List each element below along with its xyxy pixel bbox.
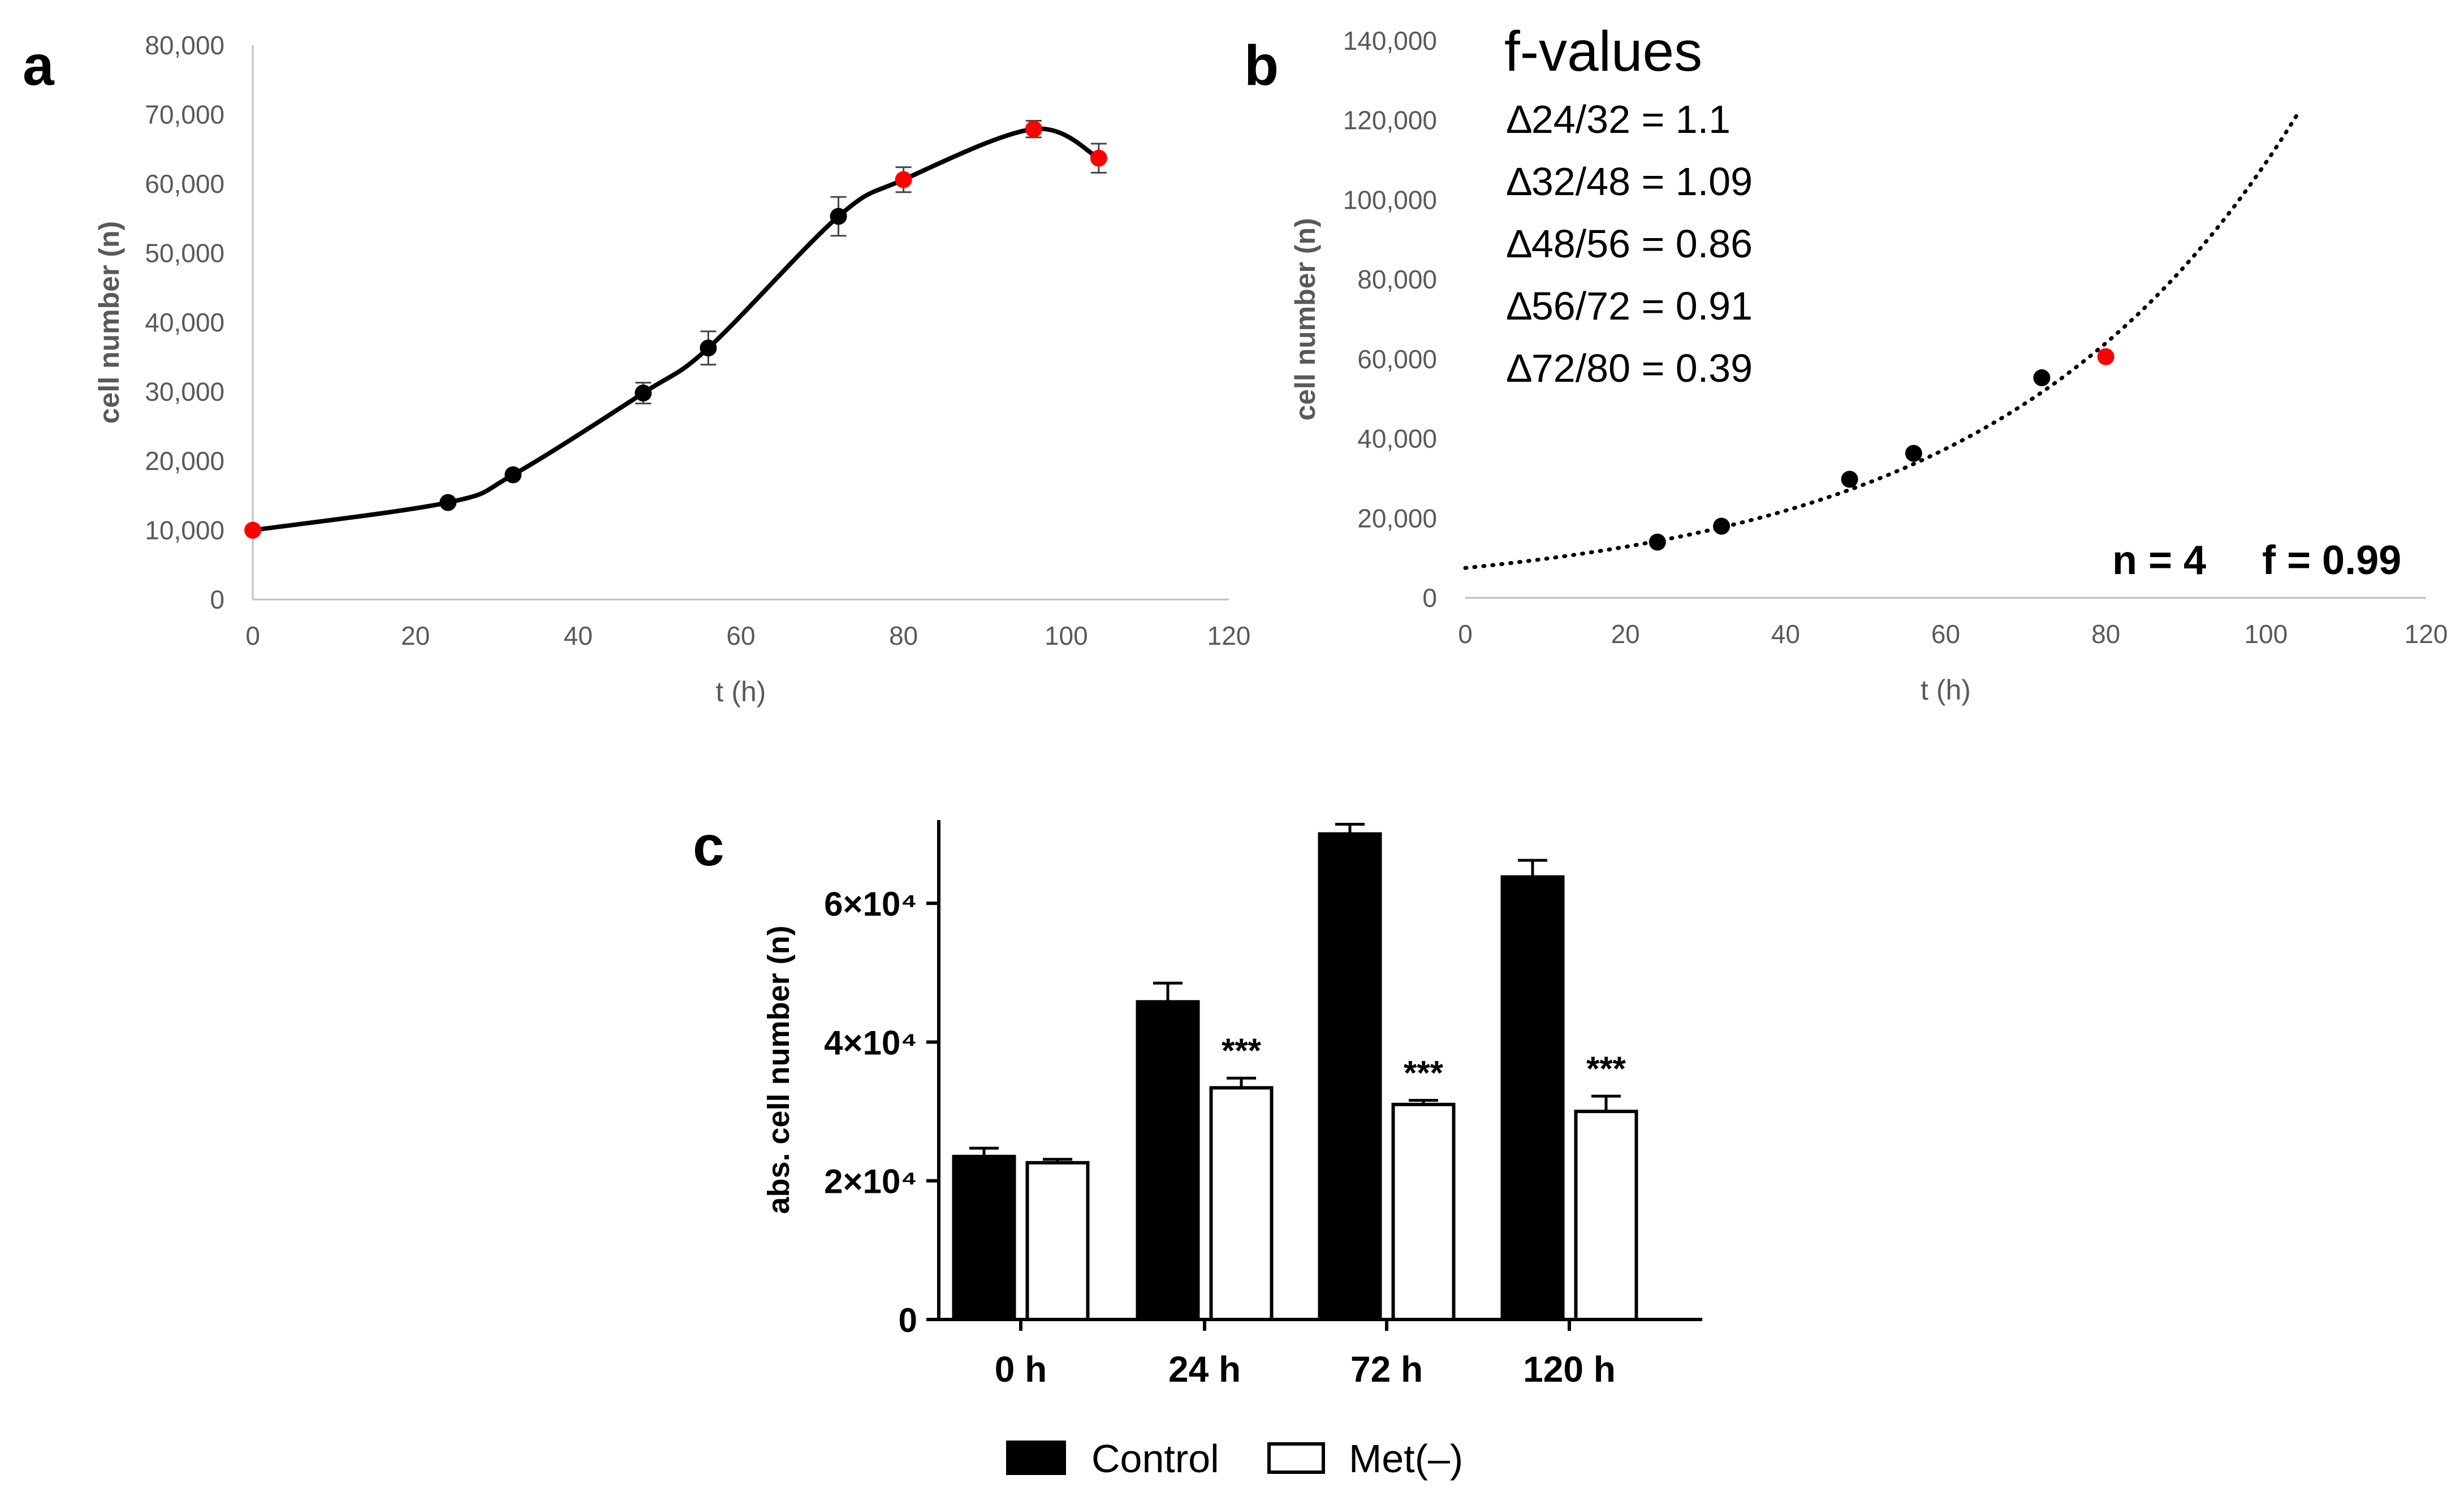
x-axis-title: t (h): [1921, 674, 1971, 706]
data-point: [1649, 533, 1666, 551]
y-tick-label: 100,000: [1343, 185, 1437, 214]
y-tick-label: 2×10⁴: [824, 1163, 917, 1201]
x-tick-label: 0: [1458, 619, 1473, 649]
y-tick-label: 0: [899, 1301, 917, 1339]
f-value-entry: ∆24/32 = 1.1: [1507, 97, 1731, 141]
x-tick-label: 80: [2091, 619, 2120, 649]
x-tick-label: 40: [564, 621, 593, 650]
significance-marker: ***: [1586, 1050, 1626, 1088]
x-tick-label: 100: [2244, 619, 2288, 649]
f-values-title: f-values: [1504, 20, 1702, 83]
x-tick-label: 20: [401, 621, 430, 650]
data-point: [244, 521, 261, 539]
y-tick-label: 40,000: [145, 308, 225, 337]
f-value-entry: ∆48/56 = 0.86: [1507, 222, 1753, 266]
data-point: [1905, 445, 1922, 462]
f-value-entry: ∆72/80 = 0.39: [1507, 346, 1753, 390]
trendline: [1463, 111, 2300, 570]
data-point: [830, 208, 847, 225]
bar-control: [1318, 832, 1382, 1322]
data-point: [1025, 120, 1042, 138]
f-label: f = 0.99: [2262, 538, 2401, 583]
legend-label-met: Met(–): [1349, 1437, 1463, 1481]
x-tick-label: 80: [889, 621, 918, 650]
data-point: [1713, 518, 1731, 535]
series-line: [252, 126, 1100, 533]
y-tick-label: 0: [1422, 583, 1437, 613]
x-category-label: 24 h: [1168, 1349, 1241, 1390]
bar-met: [1025, 1161, 1090, 1322]
data-point: [1090, 149, 1107, 167]
x-tick-label: 60: [726, 621, 755, 650]
y-tick-label: 50,000: [145, 239, 225, 268]
y-tick-label: 80,000: [145, 31, 225, 60]
significance-marker: ***: [1222, 1032, 1262, 1070]
y-tick-label: 10,000: [145, 516, 225, 545]
n-label: n = 4: [2112, 538, 2206, 583]
data-point: [2097, 348, 2115, 365]
legend-swatch-control: [1006, 1441, 1066, 1475]
data-point: [504, 466, 522, 484]
bar-met: [1209, 1086, 1274, 1321]
data-point: [700, 339, 717, 357]
x-category-label: 0 h: [995, 1349, 1047, 1390]
y-tick-label: 80,000: [1357, 265, 1437, 294]
bar-control: [1136, 1000, 1200, 1321]
panel-b-chart: b 0 20,000 40,000 60,000 80,000 100,000 120,000…: [1244, 20, 2448, 706]
x-tick-label: 40: [1771, 619, 1800, 649]
y-tick-label: 140,000: [1343, 26, 1437, 55]
y-tick-label: 70,000: [145, 100, 225, 130]
bar-control: [1500, 875, 1565, 1321]
data-point: [635, 384, 652, 402]
x-category-label: 120 h: [1523, 1349, 1616, 1390]
x-tick-label: 100: [1045, 621, 1088, 650]
legend: Control Met(–): [1006, 1437, 1463, 1481]
y-tick-label: 120,000: [1343, 106, 1437, 135]
panel-label-a: a: [23, 34, 55, 97]
x-category-label: 72 h: [1350, 1349, 1423, 1390]
y-tick-label: 20,000: [1357, 503, 1437, 533]
x-axis-title: t (h): [716, 676, 766, 708]
data-point: [439, 494, 457, 511]
y-tick-label: 20,000: [145, 446, 225, 476]
y-tick-label: 30,000: [145, 377, 225, 407]
f-value-entry: ∆32/48 = 1.09: [1507, 159, 1753, 204]
y-axis-title: abs. cell number (n): [762, 925, 796, 1214]
data-point: [2033, 369, 2051, 386]
data-point: [895, 171, 912, 188]
y-tick-label: 40,000: [1357, 424, 1437, 454]
legend-swatch-met: [1267, 1442, 1325, 1474]
x-tick-label: 0: [245, 621, 260, 650]
y-tick-label: 60,000: [145, 169, 225, 199]
bar-met: [1574, 1110, 1638, 1322]
y-axis-title: cell number (n): [93, 221, 125, 424]
bar-control: [952, 1154, 1016, 1321]
x-tick-label: 120: [2405, 619, 2448, 649]
y-tick-label: 4×10⁴: [824, 1024, 917, 1062]
x-tick-label: 20: [1611, 619, 1640, 649]
bar-met: [1391, 1102, 1456, 1321]
legend-label-control: Control: [1091, 1437, 1219, 1481]
significance-marker: ***: [1404, 1054, 1444, 1092]
panel-c-chart: c 0 2×10⁴ 4×10⁴ 6×10⁴ abs. cell number (n) 0 h…: [693, 814, 1702, 1481]
data-point: [1841, 471, 1858, 488]
y-tick-label: 6×10⁴: [824, 885, 917, 923]
f-value-entry: ∆56/72 = 0.91: [1507, 284, 1753, 328]
panel-label-c: c: [693, 814, 724, 878]
panel-a-chart: a 0 10,000 20,000 30,000 40,000 50,000 60,000 70…: [23, 31, 1250, 708]
y-tick-label: 60,000: [1357, 344, 1437, 374]
panel-label-b: b: [1244, 34, 1279, 97]
x-tick-label: 120: [1207, 621, 1251, 650]
y-axis-title: cell number (n): [1289, 218, 1321, 420]
x-tick-label: 60: [1931, 619, 1960, 649]
y-tick-label: 0: [210, 585, 225, 614]
